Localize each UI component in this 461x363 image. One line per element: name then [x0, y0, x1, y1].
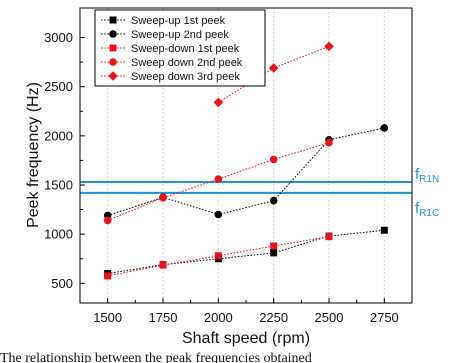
series-4 — [103, 138, 333, 225]
series-line — [107, 127, 385, 216]
x-tick-label: 1750 — [149, 310, 178, 325]
legend-entry: Sweep-down 1st peek — [101, 43, 240, 55]
legend-marker — [109, 16, 117, 24]
y-tick-label: 1500 — [44, 178, 73, 193]
data-point — [213, 97, 224, 108]
data-point — [325, 138, 333, 147]
legend-marker — [109, 30, 117, 38]
data-point — [270, 242, 278, 250]
x-tick-label: 1500 — [93, 310, 122, 325]
reference-label-subscript: R1C — [419, 208, 439, 219]
legend-entry: Sweep down 3rd peek — [101, 71, 240, 83]
data-point — [214, 210, 223, 219]
data-point — [269, 155, 278, 164]
data-point — [270, 249, 278, 257]
series-3 — [104, 233, 333, 280]
x-tick-label: 2750 — [370, 310, 399, 325]
legend-entry: Sweep down 2nd peek — [101, 57, 243, 69]
data-point — [269, 196, 278, 205]
x-tick-label: 2000 — [204, 310, 233, 325]
data-point — [159, 261, 167, 269]
series-1 — [104, 226, 388, 277]
axis-layer: 1500 1750 2000 2250 2500 2750 500 1000 1500 2000 2… — [44, 30, 399, 325]
x-axis-title: Shaft speed (rpm) — [182, 330, 310, 347]
legend-label: Sweep down 3rd peek — [131, 71, 240, 83]
legend-box — [94, 9, 266, 87]
series-line — [107, 142, 330, 221]
legend-marker — [109, 58, 117, 66]
data-point — [324, 41, 334, 52]
y-tick-label: 3000 — [44, 30, 73, 45]
data-point — [325, 233, 333, 241]
legend-marker — [109, 44, 117, 52]
data-point — [103, 216, 112, 225]
reference-label-subscript: R1N — [419, 174, 439, 185]
y-tick-label: 1000 — [44, 227, 73, 242]
data-point — [380, 226, 388, 234]
y-tick-label: 500 — [51, 276, 73, 291]
legend-label: Sweep-up 1st peek — [131, 15, 226, 27]
legend-marker — [108, 71, 118, 81]
y-tick-label: 2500 — [44, 79, 73, 94]
series-line — [107, 229, 385, 274]
reference-lines — [80, 181, 412, 194]
legend-label: Sweep down 2nd peek — [131, 57, 243, 69]
reference-label-main: f — [415, 166, 420, 183]
reference-label-main: f — [415, 200, 420, 217]
legend-entry: Sweep-up 2nd peek — [101, 29, 229, 41]
data-point — [159, 193, 167, 202]
series-5 — [213, 41, 334, 108]
figure-caption: The relationship between the peak freque… — [0, 351, 312, 363]
series-layer — [103, 41, 389, 280]
legend: Sweep-up 1st peek Sweep-up 2nd peek Sweep-… — [94, 9, 266, 87]
data-point — [268, 63, 279, 73]
x-tick-label: 2500 — [315, 310, 344, 325]
reference-label-r1n: fR1N — [415, 166, 439, 185]
data-point — [214, 252, 222, 260]
data-point — [380, 124, 389, 132]
data-point — [104, 272, 112, 280]
reference-label-r1c: fR1C — [415, 200, 439, 219]
legend-label: Sweep-down 1st peek — [131, 43, 240, 55]
y-axis-title: Peek frequency (Hz) — [25, 82, 42, 228]
y-tick-label: 2000 — [44, 128, 73, 143]
data-point — [214, 175, 223, 183]
legend-entry: Sweep-up 1st peek — [101, 15, 226, 27]
legend-label: Sweep-up 2nd peek — [131, 29, 229, 41]
x-tick-label: 2250 — [259, 310, 288, 325]
